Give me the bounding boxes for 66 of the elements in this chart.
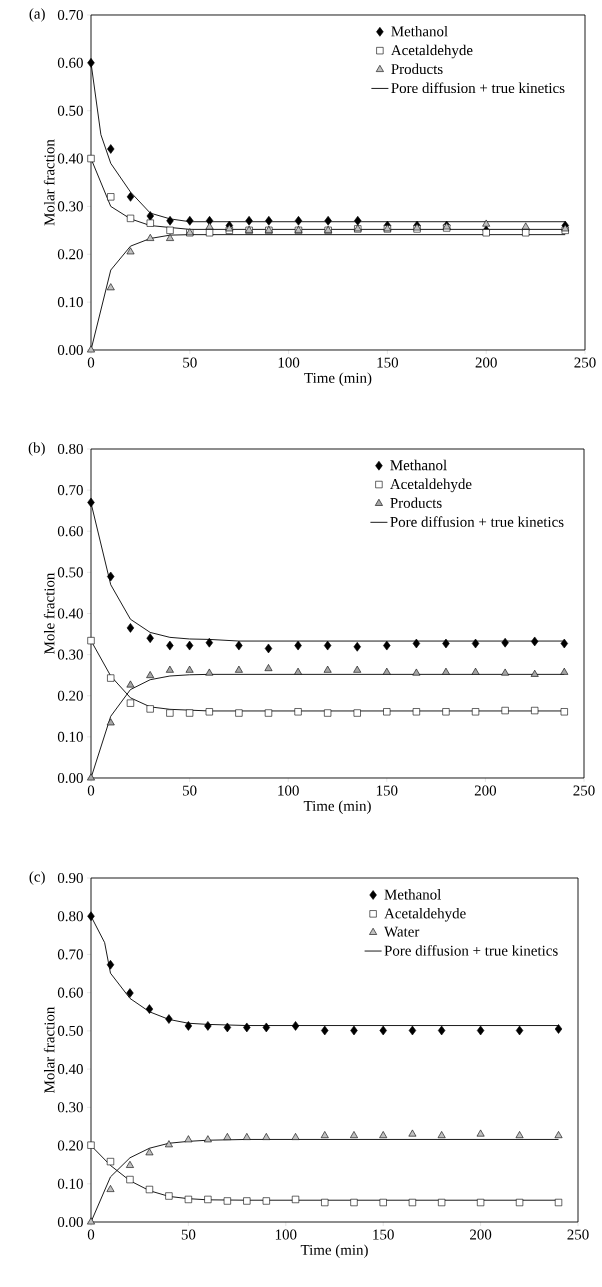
y-tick-label: 0.60 xyxy=(57,526,83,537)
x-axis-title: Time (min) xyxy=(304,372,372,386)
y-tick-label: 0.00 xyxy=(57,344,83,356)
y-tick-label: 0.70 xyxy=(57,9,83,21)
y-tick-label: 0.80 xyxy=(57,911,83,922)
y-tick-label: 0.30 xyxy=(57,1102,83,1113)
legend-label: Acetaldehyde xyxy=(384,907,466,922)
x-tick-label: 50 xyxy=(183,357,197,368)
text: (b) xyxy=(28,442,45,456)
y-tick-label: 0.30 xyxy=(57,201,83,212)
y-tick-label: 0.50 xyxy=(57,105,83,116)
text: (c) xyxy=(29,871,45,885)
x-tick-label: 0 xyxy=(87,357,95,368)
y-tick-label: 0.40 xyxy=(57,608,83,619)
legend-label: Methanol xyxy=(384,889,442,900)
legend-label: Products xyxy=(390,497,442,508)
y-tick-label: 0.40 xyxy=(57,153,83,164)
x-tick-label: 250 xyxy=(573,785,595,796)
legend-label: Acetaldehyde xyxy=(390,44,473,59)
legend-label: Water xyxy=(384,926,420,937)
x-tick-label: 200 xyxy=(474,785,497,796)
y-tick-label: 0.10 xyxy=(57,1178,83,1189)
y-tick-label: 0.20 xyxy=(57,690,83,701)
x-tick-label: 200 xyxy=(475,357,497,368)
y-axis-title: Molar fraction xyxy=(43,139,55,226)
x-tick-label: 50 xyxy=(183,785,197,796)
y-tick-label: 0.30 xyxy=(57,649,83,660)
legend-label: Pore diffusion + true kinetics xyxy=(390,516,564,527)
x-tick-label: 250 xyxy=(574,357,596,368)
x-tick-label: 100 xyxy=(278,785,299,796)
text: (a) xyxy=(29,8,45,22)
x-tick-label: 150 xyxy=(377,357,399,368)
x-tick-label: 100 xyxy=(278,357,300,368)
y-tick-label: 0.20 xyxy=(57,1140,83,1151)
y-tick-label: 0.60 xyxy=(57,57,83,68)
y-tick-label: 0.40 xyxy=(57,1064,83,1075)
legend-label: Methanol xyxy=(391,25,448,37)
legend-label: Products xyxy=(391,63,443,75)
y-tick-label: 0.20 xyxy=(57,249,83,260)
legend-label: Acetaldehyde xyxy=(390,478,472,493)
y-tick-label: 0.50 xyxy=(57,567,83,578)
y-tick-label: 0.70 xyxy=(57,949,83,960)
y-axis-title: Molar fraction xyxy=(43,1006,55,1093)
y-tick-label: 0.00 xyxy=(57,1216,83,1228)
y-tick-label: 0.00 xyxy=(57,772,83,784)
x-tick-label: 150 xyxy=(373,1229,394,1240)
legend-label: Pore diffusion + true kinetics xyxy=(391,82,565,94)
x-tick-label: 0 xyxy=(87,785,95,796)
y-tick-label: 0.80 xyxy=(57,443,83,455)
x-tick-label: 250 xyxy=(567,1229,589,1240)
x-axis-title: Time (min) xyxy=(303,800,371,814)
y-tick-label: 0.10 xyxy=(57,297,83,308)
x-axis-title: Time (min) xyxy=(300,1244,368,1258)
y-tick-label: 0.90 xyxy=(57,872,83,884)
x-tick-label: 200 xyxy=(470,1229,492,1240)
x-tick-label: 150 xyxy=(376,785,398,796)
y-tick-label: 0.10 xyxy=(57,731,83,742)
x-tick-label: 0 xyxy=(87,1229,95,1240)
y-tick-label: 0.70 xyxy=(57,485,83,496)
y-axis-title: Mole fraction xyxy=(43,572,55,654)
x-tick-label: 50 xyxy=(181,1229,196,1240)
x-tick-label: 100 xyxy=(275,1229,297,1240)
legend-label: Pore diffusion + true kinetics xyxy=(384,945,558,956)
legend-label: Methanol xyxy=(390,459,447,471)
y-tick-label: 0.50 xyxy=(57,1025,83,1036)
y-tick-label: 0.60 xyxy=(57,987,83,998)
